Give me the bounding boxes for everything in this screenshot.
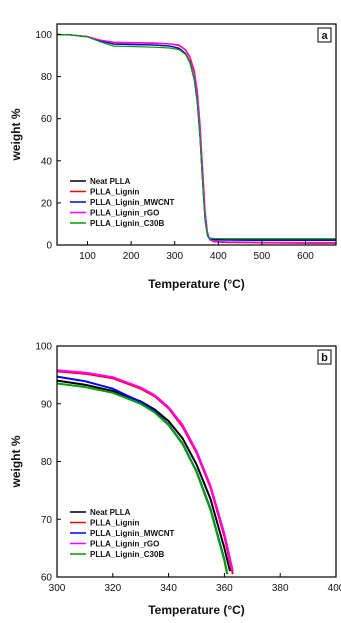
panel-b-x-axis-label: Temperature (°C)	[148, 603, 245, 617]
panel-a-y-tick-label-3: 60	[41, 114, 53, 125]
panel-a-legend-label-3: PLLA_Lignin_rGO	[90, 209, 159, 218]
panel-b-x-tick-label-0: 300	[49, 583, 66, 594]
panel-b-y-axis-label: weight %	[9, 435, 23, 488]
panel-a-series-line-3	[57, 33, 336, 244]
panel-b-legend-label-1: PLLA_Lignin	[90, 519, 139, 528]
panel-b-series-group	[57, 369, 234, 575]
panel-a-panel-label: a	[321, 30, 328, 42]
panel-b-y-tick-label-0: 60	[41, 573, 53, 584]
panel-b-panel-label: b	[321, 352, 328, 364]
panel-a-series-group	[57, 33, 336, 244]
panel-a-panel-label-box	[317, 27, 332, 43]
panel-b-y-tick-label-4: 100	[35, 342, 52, 353]
panel-a-y-tick-label-2: 40	[41, 156, 53, 167]
panel-b-x-tick-label-5: 400	[328, 583, 341, 594]
panel-a-x-axis-label: Temperature (°C)	[148, 277, 245, 291]
panel-b-series-line-0	[57, 379, 231, 572]
panel-a-legend-label-0: Neat PLLA	[90, 177, 131, 186]
panel-b-y-tick-label-1: 70	[41, 515, 53, 526]
panel-b-legend-label-4: PLLA_Lignin_C30B	[90, 550, 164, 559]
panel-a-legend-label-2: PLLA_Lignin_MWCNT	[90, 198, 175, 207]
panel-a-series-line-4	[57, 33, 336, 240]
panel-a-y-tick-label-0: 0	[46, 241, 52, 252]
panel-b-legend-label-2: PLLA_Lignin_MWCNT	[90, 529, 175, 538]
panel-b-x-tick-label-1: 320	[104, 583, 121, 594]
panel-a-y-tick-label-4: 80	[41, 72, 53, 83]
panel-b-x-tick-label-2: 340	[160, 583, 177, 594]
panel-b-y-tick-label-2: 80	[41, 457, 53, 468]
panel-a-x-tick-label-0: 100	[79, 251, 96, 262]
panel-a-y-tick-label-5: 100	[35, 30, 52, 41]
panel-b-y-tick-label-3: 90	[41, 399, 53, 410]
panel-b-series-line-3	[57, 369, 234, 572]
panel-a-x-tick-label-4: 500	[254, 251, 271, 262]
panel-a-plot-frame	[56, 23, 337, 246]
panel-a-x-tick-label-2: 300	[166, 251, 183, 262]
panel-b-series-line-4	[57, 382, 229, 575]
panel-a-y-axis-label: weight %	[9, 108, 23, 161]
panel-a-y-tick-label-1: 20	[41, 198, 53, 209]
panel-a-legend-label-4: PLLA_Lignin_C30B	[90, 219, 164, 228]
panel-a-x-tick-label-5: 600	[297, 251, 314, 262]
panel-a-legend-label-1: PLLA_Lignin	[90, 188, 139, 197]
panel-a-x-tick-label-3: 400	[210, 251, 227, 262]
panel-b-panel-label-box	[317, 349, 332, 365]
panel-a-x-tick-label-1: 200	[123, 251, 140, 262]
panel-b-x-tick-label-4: 380	[272, 583, 289, 594]
panel-b-legend-label-3: PLLA_Lignin_rGO	[90, 540, 159, 549]
panel-b-legend-label-0: Neat PLLA	[90, 508, 131, 517]
panel-b-x-tick-label-3: 360	[216, 583, 233, 594]
